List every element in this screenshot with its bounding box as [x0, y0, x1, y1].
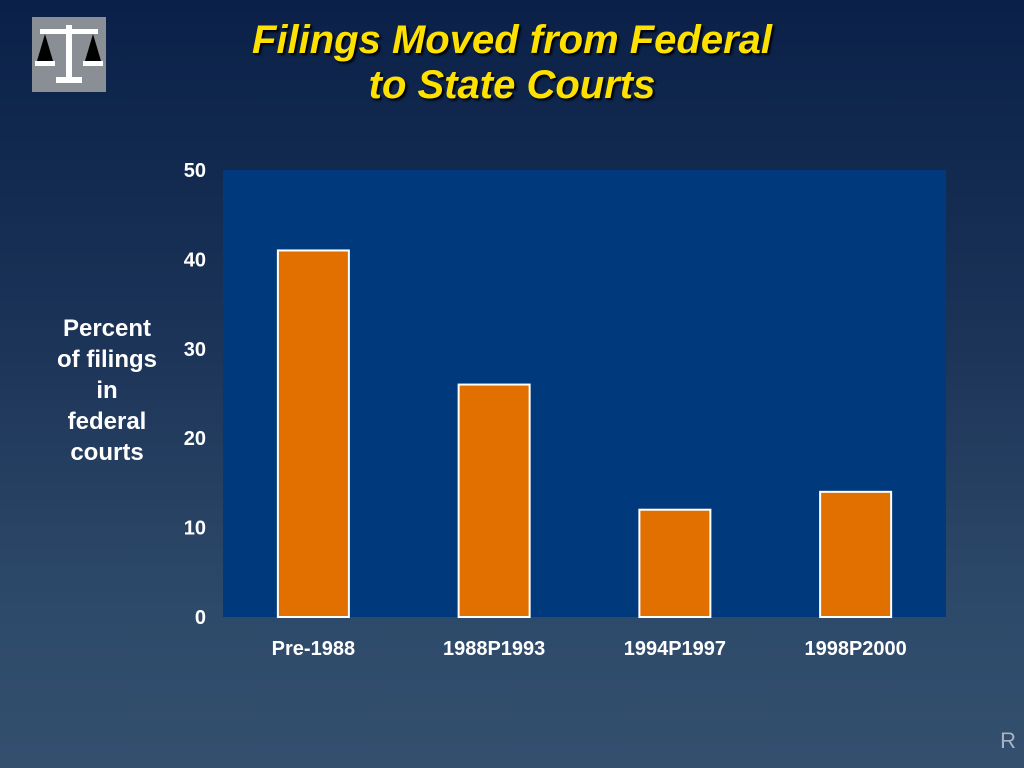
slide-title: Filings Moved from Federal to State Cour…: [0, 18, 1024, 108]
y-tick-label: 0: [195, 607, 206, 629]
bar: [638, 508, 712, 618]
x-tick-label: 1988P1993: [443, 638, 545, 660]
y-axis-label: Percent of filings in federal courts: [44, 313, 170, 468]
slide-title-line-2: to State Courts: [368, 63, 656, 107]
y-axis-label-line: Percent: [62, 315, 152, 342]
scales-of-justice-icon: [32, 17, 106, 92]
y-tick-label: 10: [184, 518, 206, 540]
x-tick-label: 1998P2000: [804, 638, 906, 660]
y-tick-label: 50: [184, 160, 206, 182]
slide-title-line-1: Filings Moved from Federal: [251, 18, 773, 62]
y-tick-label: 40: [184, 249, 206, 271]
bar: [276, 249, 350, 619]
y-axis-label-line: federal: [67, 408, 147, 435]
bar: [819, 490, 893, 618]
bar: [457, 383, 531, 618]
x-tick-label: 1994P1997: [624, 638, 726, 660]
y-tick-label: 20: [184, 428, 206, 450]
y-axis-label-line: of filings: [57, 346, 157, 373]
y-axis-label-line: courts: [70, 439, 144, 466]
x-tick-label: Pre-1988: [272, 638, 355, 660]
y-axis-label-line: in: [96, 377, 118, 404]
corner-mark: R: [1000, 728, 1016, 753]
y-tick-label: 30: [184, 339, 206, 361]
